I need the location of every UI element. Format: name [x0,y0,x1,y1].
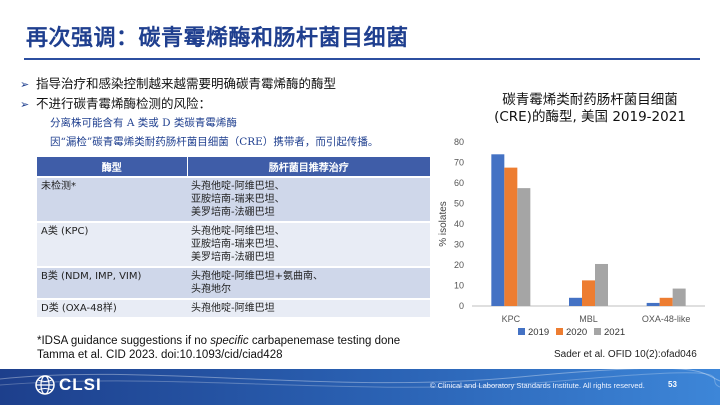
table-row: D类 (OXA-48样) 头孢他啶-阿维巴坦 [37,299,430,319]
legend-label: 2020 [566,327,587,338]
column-header-enzyme: 酶型 [37,157,188,178]
clsi-logo: CLSI [34,374,102,396]
legend-swatch [518,328,525,335]
bar [595,263,608,306]
cre-enzyme-bar-chart: 0 10 20 30 40 50 60 70 80 % isolates KPC MBL OXA-48-… [438,137,705,338]
chart-citation: Sader et al. OFID 10(2):ofad046 [554,349,697,360]
legend-swatch [556,328,563,335]
column-header-treatment: 肠杆菌目推荐治疗 [187,157,430,178]
treatment-line: 美罗培南-法硼巴坦 [191,252,275,263]
treatment-line: 头孢他啶-阿维巴坦 [191,303,275,314]
bullet-item: ➢ 不进行碳青霉烯酶检测的风险： [20,94,450,114]
y-tick-label: 0 [459,301,464,311]
slide-title: 再次强调：碳青霉烯酶和肠杆菌目细菌 [26,26,409,51]
bar [672,288,686,306]
enzyme-cell: 未检测* [37,177,187,223]
copyright-text: © Clinical and Laboratory Standards Inst… [430,381,645,390]
globe-icon [35,375,55,395]
bar [517,188,531,306]
footnote-reference: Tamma et al. CID 2023. doi:10.1093/cid/c… [37,349,283,361]
sub-bullet: 因“漏检”碳青霉烯类耐药肠杆菌目细菌（CRE）携带者，而引起传播。 [50,136,379,148]
treatment-line: 头孢他啶-阿维巴坦+氨曲南、 [191,271,323,282]
enzyme-cell: B类 (NDM, IMP, VIM) [37,267,187,300]
y-tick-label: 60 [454,178,464,188]
bar [582,280,595,306]
y-tick-label: 20 [454,260,464,270]
y-tick-label: 30 [454,240,464,250]
footer-bar [0,369,720,405]
enzyme-treatment-table: 酶型 肠杆菌目推荐治疗 未检测* 头孢他啶-阿维巴坦、 亚胺培南-瑞来巴坦、 美… [37,157,430,319]
enzyme-cell: A类 (KPC) [37,222,187,268]
treatment-line: 亚胺培南-瑞来巴坦、 [191,194,285,205]
table-row: A类 (KPC) 头孢他啶-阿维巴坦、 亚胺培南-瑞来巴坦、 美罗培南-法硼巴坦 [37,222,430,268]
chart-title-line: (CRE)的酶型, 美国 2019-2021 [494,109,686,125]
table-row: 未检测* 头孢他啶-阿维巴坦、 亚胺培南-瑞来巴坦、 美罗培南-法硼巴坦 [37,177,430,223]
bar [491,154,505,306]
chart-title-line: 碳青霉烯类耐药肠杆菌目细菌 [502,92,678,108]
legend-label: 2019 [528,327,549,338]
treatment-cell: 头孢他啶-阿维巴坦、 亚胺培南-瑞来巴坦、 美罗培南-法硼巴坦 [187,222,430,268]
bullet-item: ➢ 指导治疗和感染控制越来越需要明确碳青霉烯酶的酶型 [20,74,450,94]
y-tick-label: 80 [454,137,464,147]
arrow-bullet-icon: ➢ [20,98,30,111]
y-tick-label: 10 [454,281,464,291]
bar [504,167,518,306]
table-row: B类 (NDM, IMP, VIM) 头孢他啶-阿维巴坦+氨曲南、 头孢地尔 [37,267,430,300]
bar [659,297,673,306]
legend-label: 2021 [604,327,625,338]
page-number: 53 [668,380,677,389]
treatment-cell: 头孢他啶-阿维巴坦 [187,299,430,319]
footnote: *IDSA guidance suggestions if no specifi… [37,334,400,362]
bar [646,302,660,306]
treatment-line: 头孢地尔 [191,284,231,295]
treatment-cell: 头孢他啶-阿维巴坦+氨曲南、 头孢地尔 [187,267,430,300]
footnote-text: *IDSA guidance suggestions if no [37,335,211,347]
table-header-row: 酶型 肠杆菌目推荐治疗 [37,157,430,178]
treatment-cell: 头孢他啶-阿维巴坦、 亚胺培南-瑞来巴坦、 美罗培南-法硼巴坦 [187,177,430,223]
x-tick-label: KPC [502,314,521,324]
treatment-line: 亚胺培南-瑞来巴坦、 [191,239,285,250]
y-axis-label: % isolates [438,201,449,247]
y-tick-label: 70 [454,158,464,168]
footnote-text: carbapenemase testing done [248,335,401,347]
chart-title: 碳青霉烯类耐药肠杆菌目细菌 (CRE)的酶型, 美国 2019-2021 [470,92,710,126]
legend-swatch [594,328,601,335]
treatment-line: 美罗培南-法硼巴坦 [191,207,275,218]
footnote-emphasis: specific [210,335,249,347]
bullet-list: ➢ 指导治疗和感染控制越来越需要明确碳青霉烯酶的酶型 ➢ 不进行碳青霉烯酶检测的… [20,74,450,152]
x-tick-label: MBL [579,314,598,324]
bar [569,297,582,306]
arrow-bullet-icon: ➢ [20,78,30,91]
logo-text: CLSI [59,375,102,394]
title-divider [24,58,700,60]
sub-bullet: 分离株可能含有 A 类或 D 类碳青霉烯酶 [50,117,237,129]
treatment-line: 头孢他啶-阿维巴坦、 [191,181,285,192]
y-tick-label: 40 [454,219,464,229]
bullet-text: 不进行碳青霉烯酶检测的风险： [36,96,212,111]
x-tick-label: OXA-48-like [642,314,691,324]
treatment-line: 头孢他啶-阿维巴坦、 [191,226,285,237]
y-tick-label: 50 [454,199,464,209]
enzyme-cell: D类 (OXA-48样) [37,299,187,319]
bullet-text: 指导治疗和感染控制越来越需要明确碳青霉烯酶的酶型 [36,76,337,91]
footer-wave-decoration [0,369,720,388]
